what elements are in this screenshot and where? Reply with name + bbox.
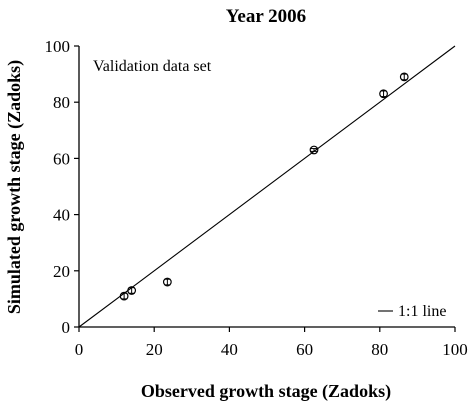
y-tick-label: 80 xyxy=(53,93,70,112)
data-point xyxy=(309,145,319,155)
data-point xyxy=(379,89,388,99)
x-tick-label: 80 xyxy=(371,340,388,359)
y-tick-label: 0 xyxy=(62,318,71,337)
chart-title: Year 2006 xyxy=(226,6,306,27)
legend-label: 1:1 line xyxy=(398,303,446,320)
x-tick-label: 0 xyxy=(75,340,84,359)
plot-area: 0 20 40 60 80 100 0 20 40 60 80 100 1:1 line xyxy=(45,37,468,359)
x-tick-label: 100 xyxy=(442,340,468,359)
dataset-annotation: Validation data set xyxy=(93,58,212,75)
data-point xyxy=(127,286,137,295)
x-tick-label: 40 xyxy=(221,340,238,359)
data-point xyxy=(399,72,409,82)
x-tick-label: 60 xyxy=(296,340,313,359)
x-axis-label: Observed growth stage (Zadoks) xyxy=(141,381,391,402)
y-tick-label: 60 xyxy=(53,149,70,168)
one-to-one-line xyxy=(78,45,456,328)
x-tick-label: 20 xyxy=(146,340,163,359)
data-point xyxy=(162,277,172,287)
y-axis-label: Simulated growth stage (Zadoks) xyxy=(4,60,25,314)
y-tick-label: 20 xyxy=(53,262,70,281)
y-tick-label: 100 xyxy=(45,37,71,56)
data-point xyxy=(119,291,129,301)
y-tick-label: 40 xyxy=(53,206,70,225)
